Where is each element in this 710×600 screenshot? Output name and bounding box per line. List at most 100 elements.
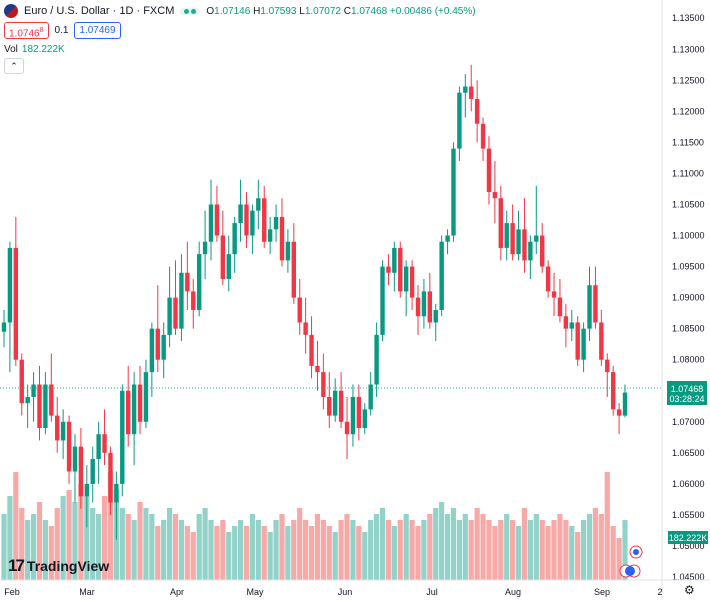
candle-body xyxy=(403,266,409,292)
volume-bar xyxy=(190,532,196,580)
spread-value: 0.1 xyxy=(54,25,69,36)
volume-bar xyxy=(332,532,338,580)
volume-bar xyxy=(161,520,167,580)
candle-body xyxy=(622,392,628,416)
volume-bar xyxy=(119,508,125,580)
volume-bar xyxy=(220,520,226,580)
price-tick-label: 1.12000 xyxy=(672,106,705,116)
candle-body xyxy=(581,328,586,360)
candle-body xyxy=(43,384,48,428)
candle-body xyxy=(362,409,367,428)
candle-body xyxy=(108,452,113,503)
buy-button[interactable]: 1.07469 xyxy=(74,22,121,39)
time-tick-label: Jul xyxy=(426,587,438,597)
candle-body xyxy=(480,123,486,149)
volume-bar xyxy=(539,520,545,580)
volume-bar xyxy=(374,514,380,580)
volume-bar xyxy=(533,514,539,580)
volume-bar xyxy=(208,520,214,580)
candle-body xyxy=(19,359,24,404)
candle-body xyxy=(55,415,60,441)
volume-bar xyxy=(101,496,108,580)
price-tick-label: 1.07000 xyxy=(672,417,705,427)
last-price-label: 1.07468 xyxy=(671,384,704,394)
candle-body xyxy=(321,372,326,397)
volume-bar xyxy=(202,508,208,580)
symbol-title[interactable]: Euro / U.S. Dollar · 1D · FXCM xyxy=(24,5,175,17)
price-tick-label: 1.08000 xyxy=(672,355,705,365)
volume-bar xyxy=(84,496,90,580)
candle-body xyxy=(185,272,190,292)
candle-body xyxy=(273,216,279,230)
candle-body xyxy=(155,328,160,360)
volume-bar xyxy=(616,538,622,580)
volume-bar xyxy=(474,508,480,580)
volume-bar xyxy=(243,526,250,580)
price-axis: 1.13500 1.13000 1.12500 1.12000 1.11500 1.110… xyxy=(661,0,705,600)
price-tick-label: 1.05500 xyxy=(672,510,705,520)
volume-bar xyxy=(356,526,362,580)
candle-body xyxy=(344,421,350,435)
candle-body xyxy=(126,390,131,435)
countdown-label: 03:28:24 xyxy=(669,394,704,404)
candle-body xyxy=(78,446,84,497)
tradingview-logo-icon: 17 xyxy=(8,556,25,575)
candle-body xyxy=(557,297,563,317)
settings-icon[interactable]: ⚙ xyxy=(684,583,695,597)
sell-button[interactable]: 1.07468 xyxy=(4,22,49,39)
time-tick-label: Feb xyxy=(4,587,20,597)
price-tick-label: 1.08500 xyxy=(672,324,705,334)
volume-bar xyxy=(569,526,575,580)
volume-bar xyxy=(232,526,238,580)
candle-body xyxy=(149,328,155,373)
candle-body xyxy=(534,235,539,242)
volume-bar xyxy=(385,520,392,580)
candle-body xyxy=(421,291,427,317)
volume-bar xyxy=(137,502,143,580)
volume-bar xyxy=(421,520,427,580)
candle-body xyxy=(492,192,498,199)
candle-body xyxy=(427,291,433,323)
candle-body xyxy=(120,390,125,484)
volume-bar xyxy=(586,514,593,580)
candle-body xyxy=(202,241,208,255)
volume-bar xyxy=(581,520,587,580)
symbol-header: Euro / U.S. Dollar · 1D · FXCM O1.07146 … xyxy=(4,4,476,18)
collapse-legend-button[interactable]: ⌃ xyxy=(4,58,24,74)
candle-body xyxy=(392,247,397,273)
volume-bar xyxy=(237,520,244,580)
volume-bar xyxy=(368,520,374,580)
tradingview-logo: 17 TradingView xyxy=(8,556,110,575)
volume-bar xyxy=(279,514,285,580)
volume-bar xyxy=(362,532,368,580)
candle-body xyxy=(291,241,296,298)
volume-bar xyxy=(7,496,13,580)
candle-body xyxy=(439,241,444,311)
candle-body xyxy=(161,334,166,360)
volume-bar xyxy=(527,520,533,580)
candle-body xyxy=(232,223,237,255)
candle-body xyxy=(256,198,261,211)
volume-bar xyxy=(409,520,415,580)
ohlc-values: O1.07146 H1.07593 L1.07072 C1.07468 +0.0… xyxy=(206,5,476,17)
volume-bar xyxy=(30,514,37,580)
volume-bar xyxy=(285,526,291,580)
volume-bar xyxy=(604,472,610,580)
volume-bars xyxy=(1,472,628,580)
volume-bar xyxy=(462,514,468,580)
candle-body xyxy=(338,390,344,422)
volume-bar xyxy=(403,514,409,580)
market-status-icon[interactable] xyxy=(180,7,201,15)
volume-bar xyxy=(131,520,137,580)
price-tick-label: 1.09000 xyxy=(672,293,705,303)
candle-body xyxy=(528,241,533,261)
volume-bar xyxy=(450,508,457,580)
volume-bar xyxy=(66,490,72,580)
volume-badge-label: 182.222K xyxy=(669,533,708,543)
candle-body xyxy=(451,148,456,236)
candle-body xyxy=(457,92,462,149)
candle-body xyxy=(173,297,178,329)
time-tick-label: Aug xyxy=(505,587,521,597)
candle-body xyxy=(31,384,36,397)
